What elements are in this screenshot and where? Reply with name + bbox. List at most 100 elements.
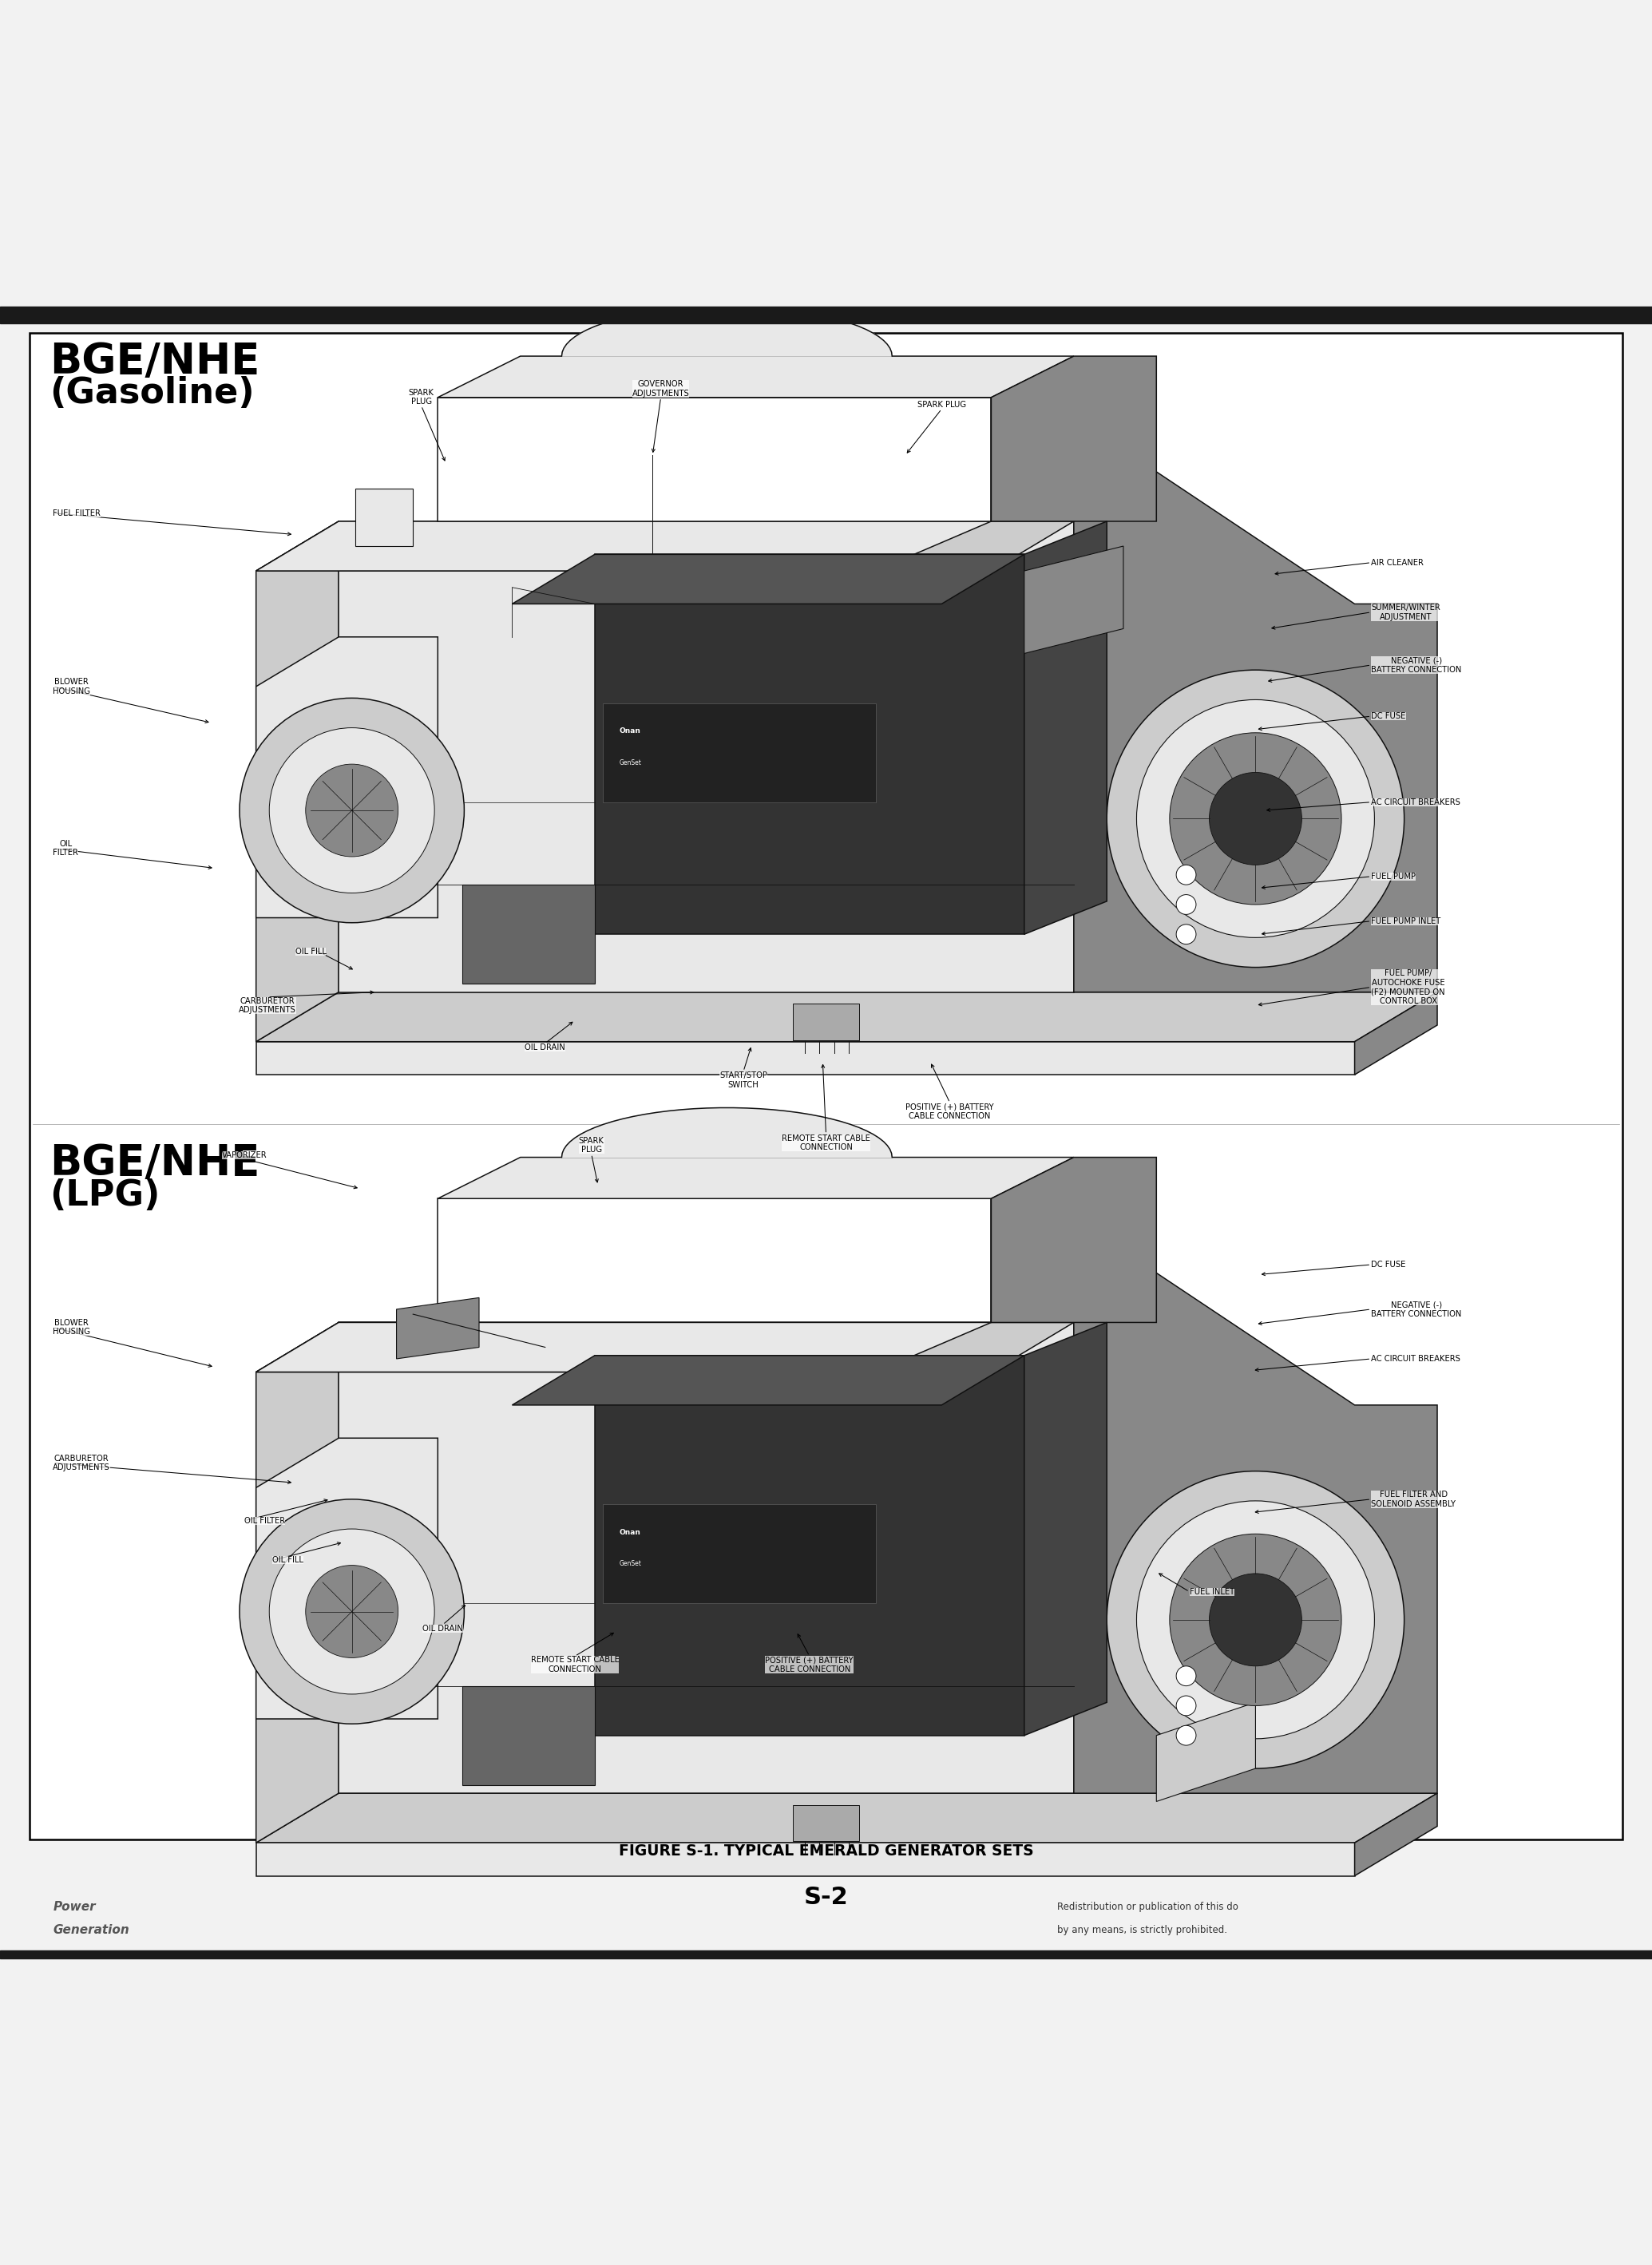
Polygon shape — [512, 1354, 1024, 1404]
Text: SPARK
PLUG: SPARK PLUG — [578, 1137, 605, 1153]
Circle shape — [269, 1529, 434, 1694]
Text: OIL FILL: OIL FILL — [273, 1556, 304, 1565]
Text: Redistribution or publication of this do: Redistribution or publication of this do — [1057, 1903, 1239, 1912]
Polygon shape — [793, 1805, 859, 1841]
Text: CARBURETOR
ADJUSTMENTS: CARBURETOR ADJUSTMENTS — [240, 997, 296, 1015]
Polygon shape — [256, 1323, 991, 1373]
Text: GenSet: GenSet — [620, 1561, 641, 1567]
Polygon shape — [256, 521, 1074, 571]
Text: POSITIVE (+) BATTERY
CABLE CONNECTION: POSITIVE (+) BATTERY CABLE CONNECTION — [905, 1103, 995, 1119]
Text: SPARK
PLUG: SPARK PLUG — [408, 387, 434, 405]
Text: VAPORIZER: VAPORIZER — [221, 1151, 268, 1160]
Polygon shape — [603, 1504, 876, 1604]
Text: DC FUSE: DC FUSE — [1371, 711, 1406, 720]
Polygon shape — [256, 636, 438, 917]
Circle shape — [1137, 700, 1374, 938]
Text: AIR CLEANER: AIR CLEANER — [1371, 559, 1424, 566]
Circle shape — [1176, 924, 1196, 945]
Circle shape — [1209, 1574, 1302, 1667]
Circle shape — [1176, 1696, 1196, 1715]
Polygon shape — [1156, 1703, 1256, 1801]
Text: CARBURETOR
ADJUSTMENTS: CARBURETOR ADJUSTMENTS — [53, 1454, 111, 1472]
Polygon shape — [463, 886, 595, 983]
Polygon shape — [438, 356, 1074, 396]
Polygon shape — [256, 1323, 339, 1844]
Text: FUEL PUMP INLET: FUEL PUMP INLET — [1371, 917, 1441, 924]
Polygon shape — [562, 1108, 892, 1157]
Text: REMOTE START CABLE
CONNECTION: REMOTE START CABLE CONNECTION — [530, 1656, 620, 1674]
Text: POSITIVE (+) BATTERY
CABLE CONNECTION: POSITIVE (+) BATTERY CABLE CONNECTION — [765, 1656, 854, 1674]
Circle shape — [1209, 772, 1302, 865]
Text: OIL FILTER: OIL FILTER — [244, 1518, 286, 1524]
Circle shape — [240, 698, 464, 922]
Circle shape — [306, 1565, 398, 1658]
Text: FUEL PUMP/
AUTOCHOKE FUSE
(F2) MOUNTED ON
CONTROL BOX: FUEL PUMP/ AUTOCHOKE FUSE (F2) MOUNTED O… — [1371, 969, 1446, 1006]
Polygon shape — [603, 702, 876, 802]
Circle shape — [1107, 670, 1404, 967]
Polygon shape — [355, 489, 413, 546]
Circle shape — [1176, 1667, 1196, 1685]
Text: NEGATIVE (-)
BATTERY CONNECTION: NEGATIVE (-) BATTERY CONNECTION — [1371, 1300, 1462, 1318]
Text: GenSet: GenSet — [620, 759, 641, 766]
Text: BLOWER
HOUSING: BLOWER HOUSING — [53, 677, 91, 695]
Polygon shape — [339, 521, 1074, 992]
Text: (Gasoline): (Gasoline) — [50, 376, 254, 410]
Circle shape — [1176, 895, 1196, 915]
Circle shape — [1170, 1533, 1341, 1706]
Polygon shape — [256, 521, 339, 1042]
Polygon shape — [339, 1323, 1074, 1794]
Text: OIL DRAIN: OIL DRAIN — [525, 1044, 565, 1051]
Polygon shape — [793, 1003, 859, 1040]
Polygon shape — [1024, 1323, 1107, 1735]
Polygon shape — [256, 1438, 438, 1719]
Polygon shape — [256, 992, 1437, 1042]
Circle shape — [306, 763, 398, 856]
Bar — [0, 1950, 1652, 1959]
Polygon shape — [1074, 1273, 1437, 1794]
Polygon shape — [991, 356, 1156, 521]
Polygon shape — [463, 1685, 595, 1785]
Polygon shape — [438, 1198, 991, 1323]
Text: FUEL PUMP: FUEL PUMP — [1371, 872, 1416, 881]
Polygon shape — [991, 1157, 1156, 1323]
Text: BGE/NHE: BGE/NHE — [50, 1142, 259, 1185]
Polygon shape — [256, 521, 991, 571]
Circle shape — [1107, 1472, 1404, 1769]
FancyBboxPatch shape — [30, 333, 1622, 1839]
Text: GOVERNOR
ADJUSTMENTS: GOVERNOR ADJUSTMENTS — [633, 381, 689, 396]
Text: FIGURE S-1. TYPICAL EMERALD GENERATOR SETS: FIGURE S-1. TYPICAL EMERALD GENERATOR SE… — [618, 1844, 1034, 1860]
Text: FUEL INLET: FUEL INLET — [1189, 1588, 1234, 1597]
Polygon shape — [256, 1844, 1355, 1875]
Text: REMOTE START CABLE
CONNECTION: REMOTE START CABLE CONNECTION — [781, 1135, 871, 1151]
Polygon shape — [562, 306, 892, 356]
Text: AC CIRCUIT BREAKERS: AC CIRCUIT BREAKERS — [1371, 797, 1460, 806]
Text: Onan: Onan — [620, 1529, 641, 1536]
Polygon shape — [595, 555, 1024, 933]
Circle shape — [240, 1499, 464, 1724]
Text: Power: Power — [53, 1900, 96, 1914]
Text: (LPG): (LPG) — [50, 1178, 160, 1214]
Polygon shape — [1024, 546, 1123, 655]
Text: SUMMER/WINTER
ADJUSTMENT: SUMMER/WINTER ADJUSTMENT — [1371, 602, 1441, 621]
Text: S-2: S-2 — [805, 1887, 847, 1909]
Polygon shape — [595, 1354, 1024, 1735]
Text: SPARK PLUG: SPARK PLUG — [917, 401, 966, 410]
Circle shape — [1170, 734, 1341, 904]
Polygon shape — [396, 1298, 479, 1359]
Polygon shape — [1355, 992, 1437, 1074]
Polygon shape — [1355, 1794, 1437, 1875]
Text: DC FUSE: DC FUSE — [1371, 1262, 1406, 1268]
Polygon shape — [1024, 521, 1107, 933]
Polygon shape — [256, 1794, 1437, 1844]
Bar — [0, 306, 1652, 324]
Text: BLOWER
HOUSING: BLOWER HOUSING — [53, 1318, 91, 1336]
Text: Onan: Onan — [620, 727, 641, 734]
Polygon shape — [512, 555, 1024, 605]
Polygon shape — [438, 1157, 1074, 1198]
Text: OIL
FILTER: OIL FILTER — [53, 840, 78, 856]
Circle shape — [1176, 1726, 1196, 1746]
Text: AC CIRCUIT BREAKERS: AC CIRCUIT BREAKERS — [1371, 1354, 1460, 1364]
Circle shape — [1137, 1502, 1374, 1740]
Text: OIL DRAIN: OIL DRAIN — [423, 1624, 463, 1633]
Text: START/STOP
SWITCH: START/STOP SWITCH — [720, 1071, 767, 1089]
